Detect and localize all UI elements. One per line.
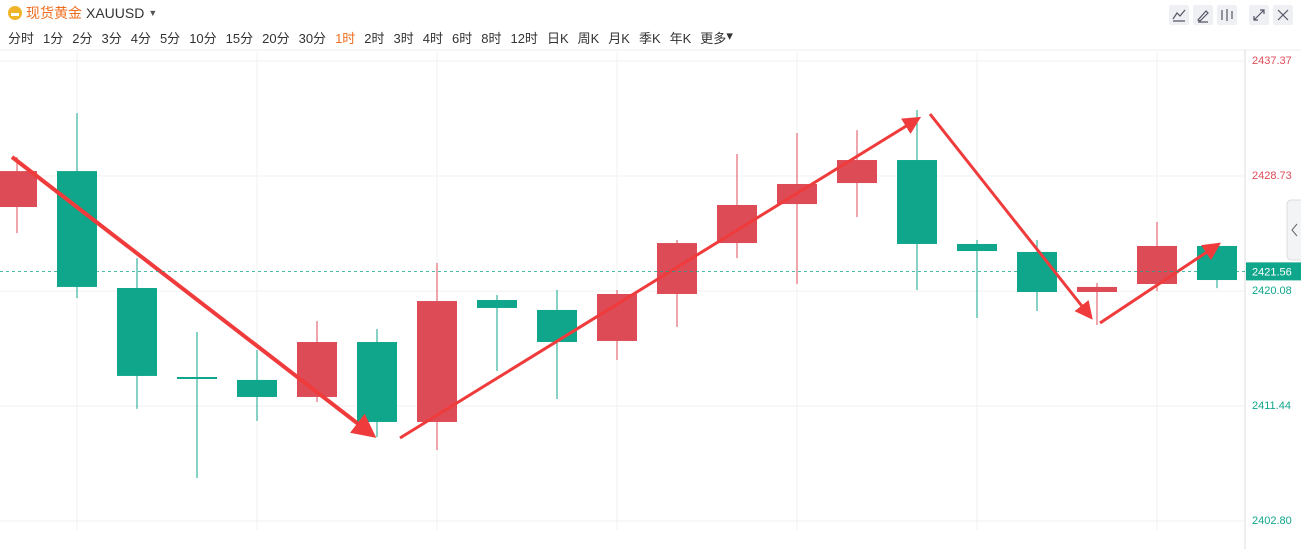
candle-body [177,377,217,380]
period-option[interactable]: 更多 [700,31,727,46]
arrow [1099,242,1221,325]
caret[interactable]: ▾ [726,28,733,43]
period-option[interactable]: 20分 [262,31,290,46]
side-tab-arrow [1291,223,1298,237]
candle-body [1197,245,1237,281]
last-price-box [1246,262,1301,281]
toolbar: 现货黄金 XAUUSD ▼ 分时 1分 2分 3分 4分 5分 10分 15分 20分 30分 1时… [0,0,1301,50]
period-option[interactable]: 5分 [159,31,181,46]
candle-body [237,379,277,397]
period-option[interactable]: 6时 [452,31,473,46]
period-option[interactable]: 12时 [510,31,538,46]
period-option[interactable]: 月K [608,31,630,46]
candle-body [477,299,517,308]
period-option[interactable]: 10分 [189,31,217,46]
candle-body [357,342,397,422]
period-option[interactable]: 30分 [298,31,327,46]
candle-body [1077,286,1117,292]
gold-icon [8,6,22,20]
y-tick-label: 2420.08 [1252,285,1292,297]
candle-body [957,243,997,252]
candle-body [0,171,37,207]
period-option[interactable]: 3分 [101,31,122,46]
period-option[interactable]: 2分 [72,31,93,46]
y-tick-label: 2428.73 [1252,170,1292,182]
period-option[interactable]: 1时 [335,31,356,46]
period-option[interactable]: 周K [577,31,600,46]
candle-body [1017,251,1057,292]
period-option[interactable]: 季K [638,31,661,46]
period-bar: 分时 1分 2分 3分 4分 5分 10分 15分 20分 30分 1时 2时 3时 4时 6时 8时 12时日… [8,28,733,47]
candle-body [417,301,457,422]
candle-body [897,160,937,244]
candle-body [837,160,877,184]
period-option[interactable]: 日K [546,31,569,46]
title-row: 现货黄金 XAUUSD ▼ [8,3,157,23]
candle-body [597,293,637,341]
candle-body [1137,245,1177,285]
arrow [928,113,1093,320]
candle-body [297,342,337,397]
instrument-symbol[interactable]: XAUUSD [86,5,145,21]
period-option[interactable]: 1分 [43,31,64,46]
candle-body [717,204,757,244]
caret[interactable]: ▼ [148,8,158,18]
period-option[interactable]: 8时 [481,31,502,46]
arrow [399,116,922,440]
arrow [10,155,377,438]
annotations [10,113,1221,440]
period-option[interactable]: 3时 [393,31,414,46]
y-tick-label: 2437.37 [1252,55,1292,67]
candle-body [537,309,577,343]
instrument-name[interactable]: 现货黄金 [26,5,82,21]
candle-body [117,288,157,376]
period-option[interactable]: 15分 [225,31,254,46]
y-tick-label: 2402.80 [1252,515,1292,527]
period-option[interactable]: 4时 [422,31,443,46]
period-option[interactable]: 分时 [8,31,35,46]
side-tab[interactable] [1286,199,1301,261]
y-tick-label: 2411.44 [1252,400,1291,412]
candle-body [57,171,97,287]
period-option[interactable]: 年K [669,31,692,46]
last-price-label: 2421.56 [1252,266,1292,278]
tool-icons [1169,5,1293,25]
period-option[interactable]: 2时 [364,31,385,46]
period-option[interactable]: 4分 [130,31,151,46]
